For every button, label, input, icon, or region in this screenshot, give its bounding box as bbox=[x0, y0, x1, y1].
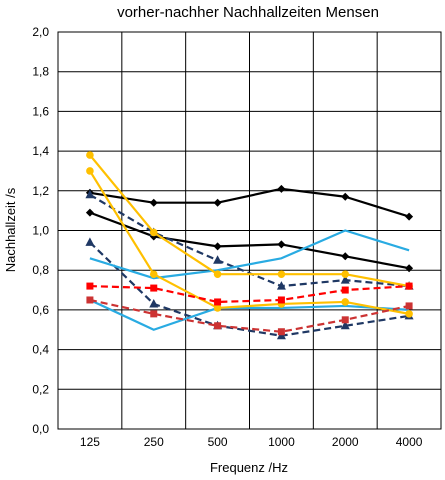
series-10 bbox=[86, 296, 413, 336]
data-point bbox=[150, 310, 158, 318]
data-point bbox=[405, 264, 414, 273]
y-tick-label: 1,8 bbox=[32, 65, 49, 79]
series-line bbox=[89, 154, 410, 288]
x-tick-label: 1000 bbox=[268, 435, 295, 449]
y-axis-label: Nachhallzeit /s bbox=[3, 187, 18, 272]
series-line bbox=[89, 229, 410, 280]
y-tick-label: 1,2 bbox=[32, 184, 49, 198]
data-point bbox=[213, 255, 223, 264]
data-point bbox=[340, 275, 350, 284]
y-tick-label: 0,8 bbox=[32, 263, 49, 277]
data-point bbox=[405, 212, 414, 221]
data-point bbox=[85, 208, 94, 217]
data-point bbox=[341, 192, 350, 201]
data-point bbox=[277, 240, 286, 249]
data-point bbox=[213, 242, 222, 251]
data-point bbox=[213, 304, 222, 312]
series-line bbox=[88, 170, 410, 315]
axis-ticks: 0,0 0,2 0,4 0,6 0,8 1,0 1,2 1,4 1,6 1,8 2,0 125 250 5… bbox=[32, 25, 422, 449]
series-line bbox=[89, 211, 410, 270]
chart-title: vorher-nachher Nachhallzeiten Mensen bbox=[117, 4, 379, 21]
data-point bbox=[341, 252, 350, 261]
data-point bbox=[86, 282, 94, 290]
data-point bbox=[213, 270, 222, 278]
x-tick-label: 125 bbox=[80, 435, 100, 449]
x-tick-label: 500 bbox=[208, 435, 228, 449]
y-tick-label: 0,0 bbox=[32, 422, 49, 436]
data-point bbox=[341, 286, 349, 294]
x-tick-label: 4000 bbox=[396, 435, 423, 449]
data-point bbox=[213, 198, 222, 207]
data-point bbox=[86, 151, 94, 159]
data-point bbox=[149, 298, 159, 308]
series-group bbox=[85, 151, 414, 340]
y-tick-label: 0,6 bbox=[32, 303, 49, 317]
data-point bbox=[149, 228, 158, 237]
series-line bbox=[89, 241, 410, 337]
x-axis-label: Frequenz /Hz bbox=[210, 460, 288, 475]
data-point bbox=[214, 298, 222, 306]
data-point bbox=[405, 282, 413, 290]
data-point bbox=[340, 320, 350, 330]
data-point bbox=[214, 322, 222, 330]
data-point bbox=[405, 310, 413, 318]
series-9 bbox=[86, 282, 413, 306]
series-5 bbox=[89, 229, 410, 280]
data-point bbox=[150, 284, 158, 292]
data-point bbox=[149, 270, 158, 278]
grid bbox=[58, 31, 441, 430]
y-tick-label: 2,0 bbox=[32, 25, 49, 39]
series-line bbox=[89, 284, 410, 304]
y-tick-label: 1,6 bbox=[32, 104, 49, 118]
series-6 bbox=[89, 298, 410, 331]
data-point bbox=[85, 189, 95, 199]
data-point bbox=[149, 198, 158, 207]
series-line bbox=[89, 187, 410, 218]
y-tick-label: 0,2 bbox=[32, 382, 49, 396]
y-tick-label: 1,4 bbox=[32, 144, 49, 158]
series-2 bbox=[85, 208, 414, 273]
x-tick-label: 250 bbox=[144, 435, 164, 449]
data-point bbox=[405, 302, 413, 310]
data-point bbox=[277, 184, 286, 193]
data-point bbox=[341, 316, 349, 324]
data-point bbox=[277, 296, 285, 304]
y-tick-label: 0,4 bbox=[32, 343, 49, 357]
y-tick-label: 1,0 bbox=[32, 224, 49, 238]
data-point bbox=[85, 237, 95, 246]
series-line bbox=[89, 298, 410, 331]
data-point bbox=[276, 281, 286, 290]
data-point bbox=[341, 298, 350, 306]
data-point bbox=[341, 270, 350, 278]
data-point bbox=[277, 270, 286, 278]
data-point bbox=[277, 328, 285, 336]
x-tick-label: 2000 bbox=[332, 435, 359, 449]
data-point bbox=[86, 167, 94, 175]
plot-frame bbox=[57, 31, 442, 430]
series-line bbox=[89, 298, 410, 333]
data-point bbox=[86, 296, 94, 304]
series-8 bbox=[86, 167, 413, 318]
